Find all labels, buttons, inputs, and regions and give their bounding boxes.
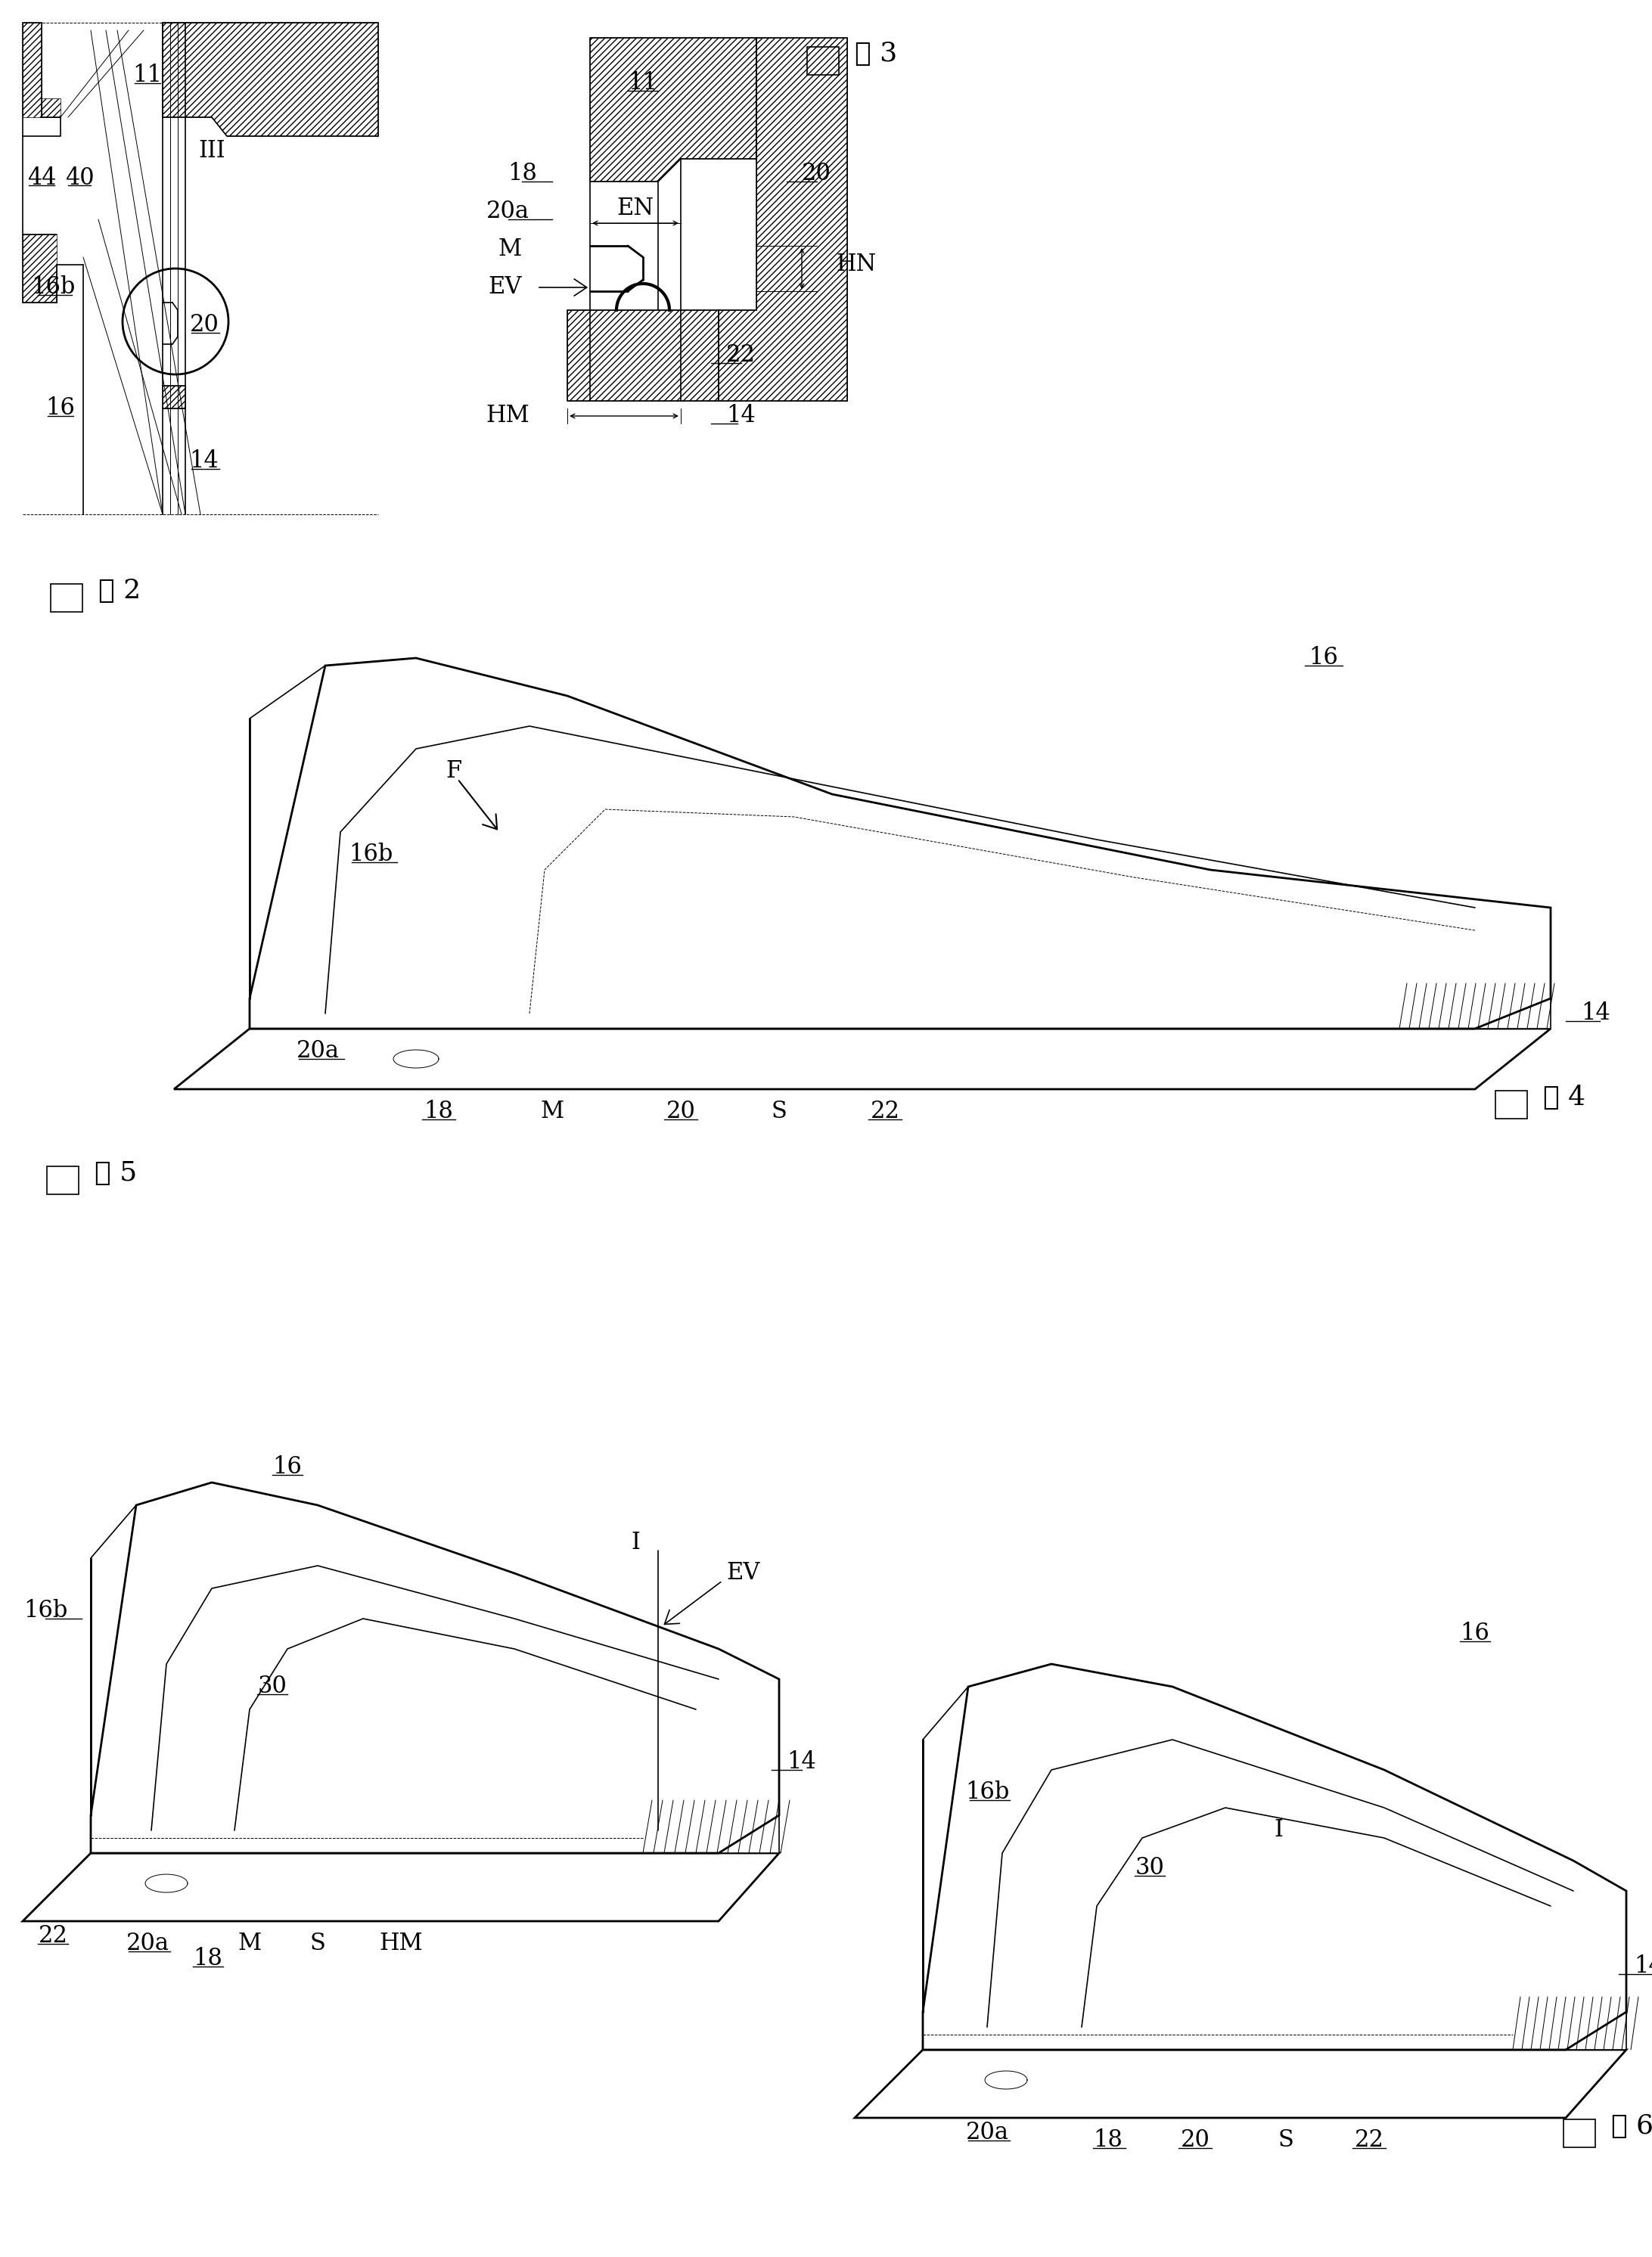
Text: 18: 18 <box>193 1948 223 1970</box>
Text: 14: 14 <box>786 1751 816 1774</box>
Text: M: M <box>540 1099 563 1124</box>
Text: 14: 14 <box>190 449 218 474</box>
Polygon shape <box>249 659 416 998</box>
Polygon shape <box>567 309 719 402</box>
Polygon shape <box>590 38 757 181</box>
Polygon shape <box>854 2049 1626 2117</box>
Polygon shape <box>249 659 1551 1029</box>
Polygon shape <box>173 1029 1551 1090</box>
Text: 14: 14 <box>1634 1955 1652 1979</box>
Polygon shape <box>91 1483 780 1853</box>
Text: 11: 11 <box>132 63 162 88</box>
Polygon shape <box>23 23 61 135</box>
Text: 30: 30 <box>258 1675 287 1700</box>
Text: 20a: 20a <box>965 2122 1009 2144</box>
Text: EV: EV <box>489 275 522 300</box>
Text: M: M <box>238 1932 261 1955</box>
Text: 20: 20 <box>1181 2128 1209 2153</box>
Text: 14: 14 <box>727 404 755 429</box>
Text: 18: 18 <box>425 1099 453 1124</box>
Text: 44: 44 <box>26 167 56 190</box>
Text: S: S <box>771 1099 786 1124</box>
Polygon shape <box>923 1663 1626 2049</box>
Text: I: I <box>631 1530 639 1555</box>
Text: 20: 20 <box>801 163 831 185</box>
Polygon shape <box>923 1663 1051 2011</box>
Polygon shape <box>23 1853 780 1921</box>
Text: 22: 22 <box>1355 2128 1384 2153</box>
Text: 图 4: 图 4 <box>1543 1086 1586 1110</box>
Text: 16b: 16b <box>965 1781 1009 1803</box>
Text: 22: 22 <box>38 1925 68 1948</box>
Text: HN: HN <box>836 253 876 275</box>
Text: III: III <box>198 140 225 163</box>
Text: 16b: 16b <box>349 842 393 867</box>
Text: HM: HM <box>378 1932 423 1955</box>
Text: F: F <box>446 761 463 783</box>
Text: 图 2: 图 2 <box>99 578 140 605</box>
Text: 图 6: 图 6 <box>1611 2113 1652 2140</box>
Text: 16: 16 <box>46 397 76 420</box>
Text: 40: 40 <box>64 167 94 190</box>
Text: 14: 14 <box>1581 1002 1611 1025</box>
Text: I: I <box>1274 1819 1284 1842</box>
Text: 18: 18 <box>1094 2128 1123 2153</box>
Polygon shape <box>91 1815 780 1853</box>
Text: 18: 18 <box>507 163 537 185</box>
Polygon shape <box>923 2011 1626 2049</box>
Text: 22: 22 <box>727 343 755 368</box>
Text: 16b: 16b <box>31 275 74 300</box>
Text: 16: 16 <box>273 1456 302 1478</box>
Text: 16: 16 <box>1308 646 1338 670</box>
Polygon shape <box>719 38 847 402</box>
Text: 22: 22 <box>871 1099 900 1124</box>
Text: EN: EN <box>616 196 654 219</box>
Text: 图 5: 图 5 <box>94 1160 137 1187</box>
Polygon shape <box>249 998 1551 1029</box>
Text: 20: 20 <box>190 314 220 336</box>
Text: 图 3: 图 3 <box>854 41 897 68</box>
Text: S: S <box>1279 2128 1294 2153</box>
Text: 16b: 16b <box>23 1600 68 1623</box>
Polygon shape <box>162 23 378 135</box>
Text: 30: 30 <box>1135 1858 1165 1880</box>
Text: M: M <box>499 237 522 262</box>
Text: 16: 16 <box>1460 1623 1490 1645</box>
Text: 11: 11 <box>628 72 657 95</box>
Text: 20a: 20a <box>126 1932 169 1955</box>
Polygon shape <box>91 1483 211 1815</box>
Text: EV: EV <box>727 1562 760 1584</box>
Text: HM: HM <box>486 404 530 429</box>
Text: 20a: 20a <box>296 1040 339 1063</box>
Text: 20a: 20a <box>486 201 530 223</box>
Text: S: S <box>311 1932 325 1955</box>
Text: 20: 20 <box>666 1099 695 1124</box>
